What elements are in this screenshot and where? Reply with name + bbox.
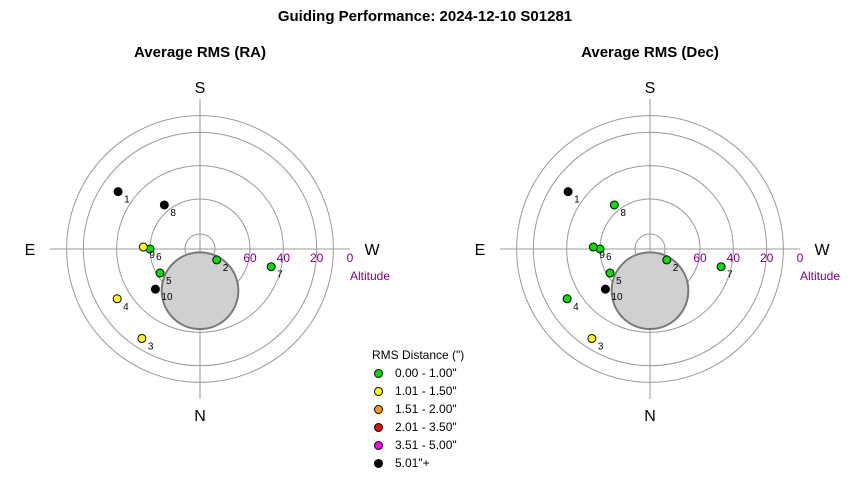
data-point-label: 7: [277, 270, 283, 281]
data-point-label: 7: [727, 270, 733, 281]
data-point-5: [605, 268, 615, 278]
legend-swatch: [374, 404, 383, 414]
data-point-label: 2: [673, 263, 679, 274]
legend-label: 2.01 - 3.50": [395, 420, 457, 434]
data-point-8: [609, 200, 619, 210]
altitude-tick-label: 60: [693, 251, 707, 265]
polar-chart-dec: S N E W 60 40 20 0 Altitude 1 2 3 4 5 6 7 8 9 10: [475, 80, 841, 425]
data-point-label: 10: [161, 292, 173, 303]
obstruction-disc: [610, 251, 690, 330]
altitude-tick-label: 0: [347, 251, 354, 265]
legend-label: 1.01 - 1.50": [395, 384, 457, 398]
data-point-label: 6: [606, 252, 612, 263]
data-point-10: [600, 284, 610, 294]
legend-item: 1.01 - 1.50": [372, 382, 464, 400]
data-point-label: 4: [123, 302, 129, 313]
data-point-3: [587, 333, 597, 343]
data-point-7: [266, 262, 276, 272]
legend-item: 1.51 - 2.00": [372, 400, 464, 418]
data-point-2: [662, 255, 672, 265]
data-point-1: [563, 187, 573, 197]
chart-main-title: Guiding Performance: 2024-12-10 S01281: [277, 8, 573, 25]
data-point-label: 1: [574, 195, 580, 206]
data-point-label: 9: [599, 250, 605, 261]
altitude-tick-label: 60: [243, 251, 257, 265]
chart-dec-title: Average RMS (Dec): [581, 44, 719, 61]
data-point-5: [155, 268, 165, 278]
data-point-label: 4: [573, 302, 579, 313]
direction-label-right: W: [814, 242, 830, 259]
altitude-tick-label: 0: [797, 251, 804, 265]
direction-label-top: S: [645, 80, 656, 97]
direction-label-bottom: N: [644, 408, 656, 425]
chart-ra-title: Average RMS (RA): [134, 44, 266, 61]
legend-label: 1.51 - 2.00": [395, 402, 457, 416]
polar-chart-ra: S N E W 60 40 20 0 Altitude 1 2 3 4 5 6 7 8 9 10: [25, 80, 391, 425]
altitude-tick-label: 40: [277, 251, 291, 265]
data-point-9: [588, 242, 598, 252]
data-point-label: 1: [124, 195, 130, 206]
legend-item: 5.01"+: [372, 454, 464, 472]
obstruction-disc: [160, 251, 240, 330]
legend-label: 0.00 - 1.00": [395, 366, 457, 380]
altitude-axis-label: Altitude: [350, 269, 390, 283]
data-point-4: [562, 294, 572, 304]
data-point-7: [716, 262, 726, 272]
altitude-tick-label: 20: [760, 251, 774, 265]
data-point-label: 3: [598, 341, 604, 352]
altitude-tick-label: 40: [727, 251, 741, 265]
legend-label: 5.01"+: [395, 456, 430, 470]
altitude-tick-label: 20: [310, 251, 324, 265]
data-point-label: 5: [616, 276, 622, 287]
direction-label-left: E: [25, 242, 36, 259]
legend-item: 3.51 - 5.00": [372, 436, 464, 454]
altitude-axis-label: Altitude: [800, 269, 840, 283]
data-point-3: [137, 333, 147, 343]
direction-label-bottom: N: [194, 408, 206, 425]
legend-title: RMS Distance ("): [372, 348, 465, 362]
legend-swatch: [374, 368, 383, 378]
data-point-1: [113, 187, 123, 197]
data-point-label: 9: [149, 250, 155, 261]
data-point-label: 8: [170, 208, 176, 219]
legend-swatch: [374, 422, 383, 432]
direction-label-left: E: [475, 242, 486, 259]
data-point-label: 8: [620, 208, 626, 219]
data-point-9: [138, 242, 148, 252]
data-point-label: 2: [223, 263, 229, 274]
direction-label-right: W: [364, 242, 380, 259]
legend: RMS Distance (") 0.00 - 1.00" 1.01 - 1.50…: [372, 348, 464, 472]
legend-item: 2.01 - 3.50": [372, 418, 464, 436]
data-point-4: [112, 294, 122, 304]
data-point-label: 6: [156, 252, 162, 263]
direction-label-top: S: [195, 80, 206, 97]
data-point-label: 10: [611, 292, 623, 303]
legend-label: 3.51 - 5.00": [395, 438, 457, 452]
data-point-label: 5: [166, 276, 172, 287]
legend-swatch: [374, 458, 383, 468]
legend-item: 0.00 - 1.00": [372, 364, 464, 382]
legend-swatch: [374, 386, 383, 396]
data-point-10: [150, 284, 160, 294]
data-point-2: [212, 255, 222, 265]
legend-swatch: [374, 440, 383, 450]
data-point-label: 3: [148, 341, 154, 352]
data-point-8: [159, 200, 169, 210]
